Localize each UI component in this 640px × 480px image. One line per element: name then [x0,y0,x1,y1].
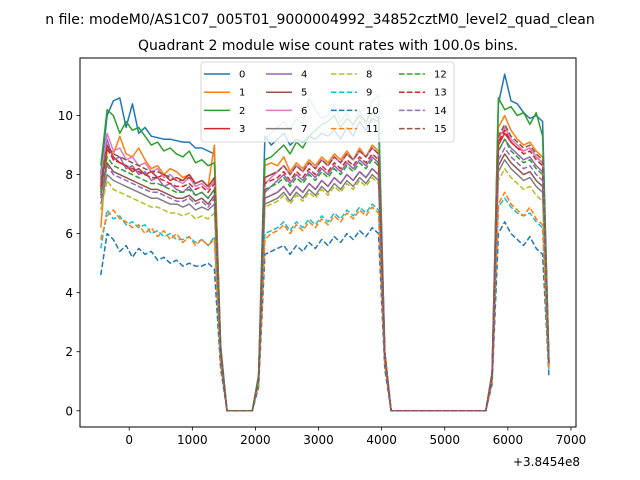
x-axis-offset-label: +3.8454e8 [513,455,580,469]
x-axis: 0 1000 2000 3000 4000 5000 6000 7000 [125,427,586,447]
legend-label: 6 [301,106,307,117]
x-tick-label: 2000 [240,433,271,447]
y-axis: 0 2 4 6 8 10 [58,109,80,418]
x-tick-label: 7000 [556,433,587,447]
legend-label: 2 [239,106,245,117]
legend-label: 14 [434,106,447,117]
legend-label: 5 [301,88,307,99]
y-tick-label: 4 [65,286,73,300]
x-tick-label: 3000 [303,433,334,447]
legend-label: 8 [366,70,372,81]
series-line-14 [100,147,550,412]
y-tick-label: 8 [65,168,73,182]
y-tick-label: 10 [58,109,73,123]
legend-label: 1 [239,88,245,99]
x-tick-label: 5000 [429,433,460,447]
y-tick-label: 0 [65,404,73,418]
series-layer [100,73,550,412]
legend-label: 0 [239,70,245,81]
legend-label: 7 [301,124,307,135]
axes-frame [79,57,577,428]
legend-label: 11 [366,124,379,135]
series-line-15 [100,123,550,412]
x-tick-label: 1000 [177,433,208,447]
legend-label: 12 [434,70,447,81]
chart-title: Quadrant 2 module wise count rates with … [138,38,518,54]
y-tick-label: 2 [65,345,73,359]
y-tick-label: 6 [65,227,73,241]
legend-label: 3 [239,124,245,135]
figure-suptitle: n file: modeM0/AS1C07_005T01_9000004992_… [45,12,594,28]
legend-box [200,61,455,143]
x-tick-label: 6000 [493,433,524,447]
legend-label: 10 [366,106,379,117]
legend-label: 4 [301,70,307,81]
legend-label: 15 [434,124,447,135]
x-tick-label: 0 [125,433,133,447]
legend-label: 13 [434,88,447,99]
legend-label: 9 [366,88,372,99]
x-tick-label: 4000 [366,433,397,447]
